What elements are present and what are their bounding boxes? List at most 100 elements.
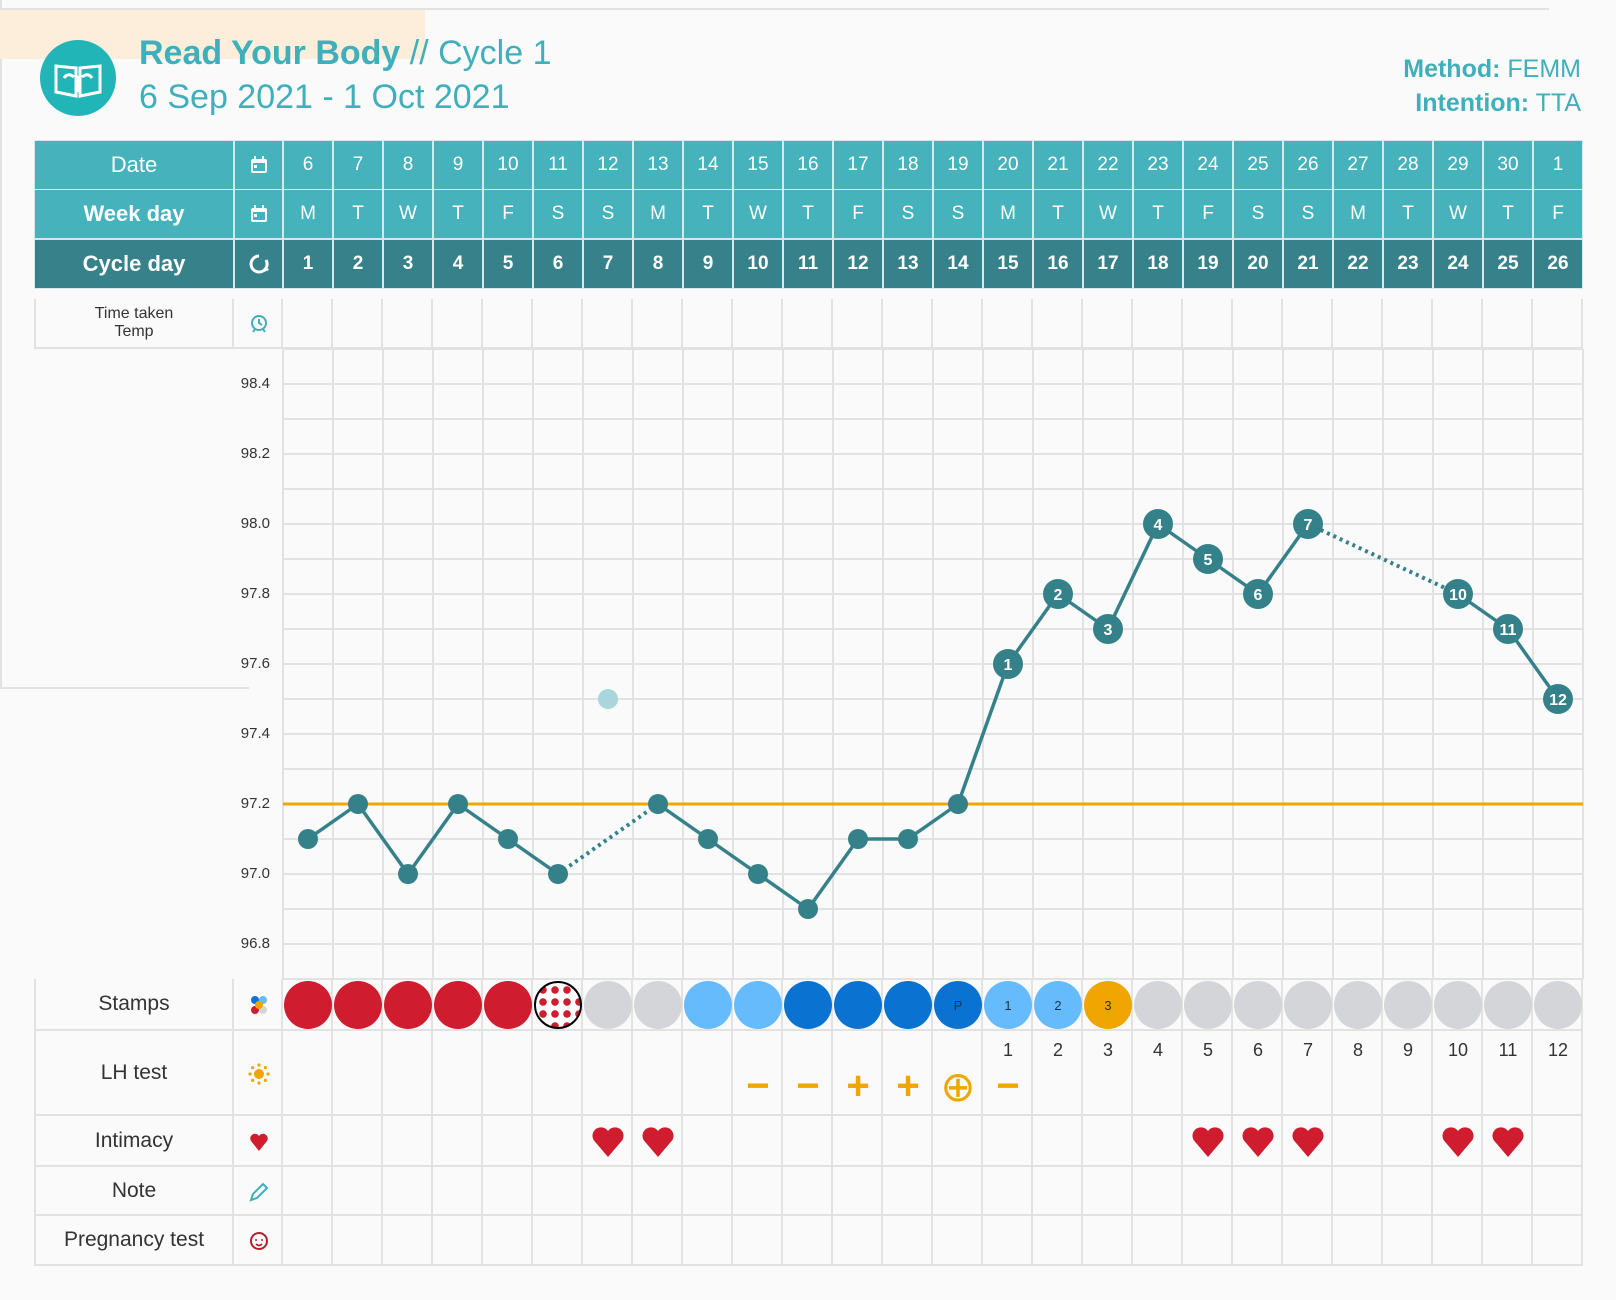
note-cell[interactable] [483,1167,533,1216]
pregnancy-test-cell[interactable] [783,1216,833,1266]
lh-test-cell[interactable] [1033,1031,1083,1116]
intimacy-cell[interactable] [633,1116,683,1167]
temp-point[interactable] [848,829,868,849]
pregnancy-test-cell[interactable] [283,1216,333,1266]
intimacy-heart-icon[interactable] [1488,1122,1528,1162]
stamp-red[interactable] [284,981,332,1029]
stamp-gray[interactable] [1184,981,1232,1029]
note-cell[interactable] [1333,1167,1383,1216]
pregnancy-test-cell[interactable] [883,1216,933,1266]
lh-test-cell[interactable] [283,1031,333,1116]
temp-point[interactable] [798,899,818,919]
intimacy-heart-icon[interactable] [1238,1122,1278,1162]
stamps-cell[interactable] [833,979,883,1031]
temp-point[interactable] [648,794,668,814]
stamps-cell[interactable] [783,979,833,1031]
lh-test-cell[interactable] [1483,1031,1533,1116]
temp-point[interactable] [1543,684,1573,714]
intimacy-cell[interactable] [1383,1116,1433,1167]
note-cell[interactable] [1233,1167,1283,1216]
time-taken-cell[interactable] [583,299,633,349]
pregnancy-test-cell[interactable] [1233,1216,1283,1266]
stamps-cell[interactable] [1233,979,1283,1031]
time-taken-cell[interactable] [1183,299,1233,349]
intimacy-heart-icon[interactable] [1288,1122,1328,1162]
intimacy-cell[interactable] [1433,1116,1483,1167]
stamp-gray[interactable] [634,981,682,1029]
time-taken-cell[interactable] [883,299,933,349]
intimacy-heart-icon[interactable] [638,1122,678,1162]
stamps-cell[interactable] [983,979,1033,1031]
temp-point[interactable] [948,794,968,814]
intimacy-cell[interactable] [883,1116,933,1167]
intimacy-cell[interactable] [1533,1116,1583,1167]
pregnancy-test-cell[interactable] [1383,1216,1433,1266]
stamps-cell[interactable] [1033,979,1083,1031]
time-taken-cell[interactable] [633,299,683,349]
note-cell[interactable] [1533,1167,1583,1216]
note-cell[interactable] [633,1167,683,1216]
time-taken-cell[interactable] [433,299,483,349]
time-taken-cell[interactable] [1333,299,1383,349]
stamp-gray[interactable] [1384,981,1432,1029]
intimacy-cell[interactable] [683,1116,733,1167]
intimacy-cell[interactable] [433,1116,483,1167]
time-taken-cell[interactable] [483,299,533,349]
lh-test-cell[interactable] [883,1031,933,1116]
temp-point[interactable] [1193,544,1223,574]
note-cell[interactable] [1133,1167,1183,1216]
stamps-cell[interactable] [383,979,433,1031]
stamps-cell[interactable] [433,979,483,1031]
lh-test-cell[interactable] [333,1031,383,1116]
temp-point[interactable] [298,829,318,849]
note-cell[interactable] [1283,1167,1333,1216]
note-cell[interactable] [683,1167,733,1216]
note-cell[interactable] [833,1167,883,1216]
note-cell[interactable] [1433,1167,1483,1216]
time-taken-cell[interactable] [333,299,383,349]
stamps-cell[interactable] [1333,979,1383,1031]
lh-test-cell[interactable] [483,1031,533,1116]
pregnancy-test-cell[interactable] [1283,1216,1333,1266]
time-taken-cell[interactable] [1233,299,1283,349]
intimacy-cell[interactable] [1183,1116,1233,1167]
stamps-cell[interactable] [1483,979,1533,1031]
temp-point[interactable] [1243,579,1273,609]
pregnancy-test-cell[interactable] [1133,1216,1183,1266]
time-taken-cell[interactable] [1033,299,1083,349]
time-taken-cell[interactable] [933,299,983,349]
lh-test-cell[interactable] [533,1031,583,1116]
time-taken-cell[interactable] [683,299,733,349]
intimacy-cell[interactable] [833,1116,883,1167]
note-cell[interactable] [383,1167,433,1216]
lh-test-cell[interactable] [383,1031,433,1116]
temp-point[interactable] [748,864,768,884]
intimacy-cell[interactable] [533,1116,583,1167]
time-taken-cell[interactable] [1533,299,1583,349]
temp-point[interactable] [993,649,1023,679]
stamp-light-blue[interactable]: 2 [1034,981,1082,1029]
stamp-red[interactable] [334,981,382,1029]
stamps-cell[interactable] [1183,979,1233,1031]
stamps-cell[interactable] [1283,979,1333,1031]
temp-point[interactable] [1093,614,1123,644]
lh-test-cell[interactable] [1333,1031,1383,1116]
time-taken-cell[interactable] [283,299,333,349]
temp-point[interactable] [398,864,418,884]
stamp-dark-blue[interactable] [834,981,882,1029]
note-cell[interactable] [1033,1167,1083,1216]
pregnancy-test-cell[interactable] [333,1216,383,1266]
pregnancy-test-cell[interactable] [583,1216,633,1266]
pregnancy-test-cell[interactable] [1183,1216,1233,1266]
lh-test-cell[interactable] [783,1031,833,1116]
time-taken-cell[interactable] [1083,299,1133,349]
lh-test-cell[interactable] [433,1031,483,1116]
pregnancy-test-cell[interactable] [733,1216,783,1266]
note-cell[interactable] [783,1167,833,1216]
intimacy-heart-icon[interactable] [1438,1122,1478,1162]
intimacy-cell[interactable] [283,1116,333,1167]
temp-point[interactable] [1143,509,1173,539]
stamps-cell[interactable] [1133,979,1183,1031]
temp-point[interactable] [698,829,718,849]
stamp-gray[interactable] [1284,981,1332,1029]
